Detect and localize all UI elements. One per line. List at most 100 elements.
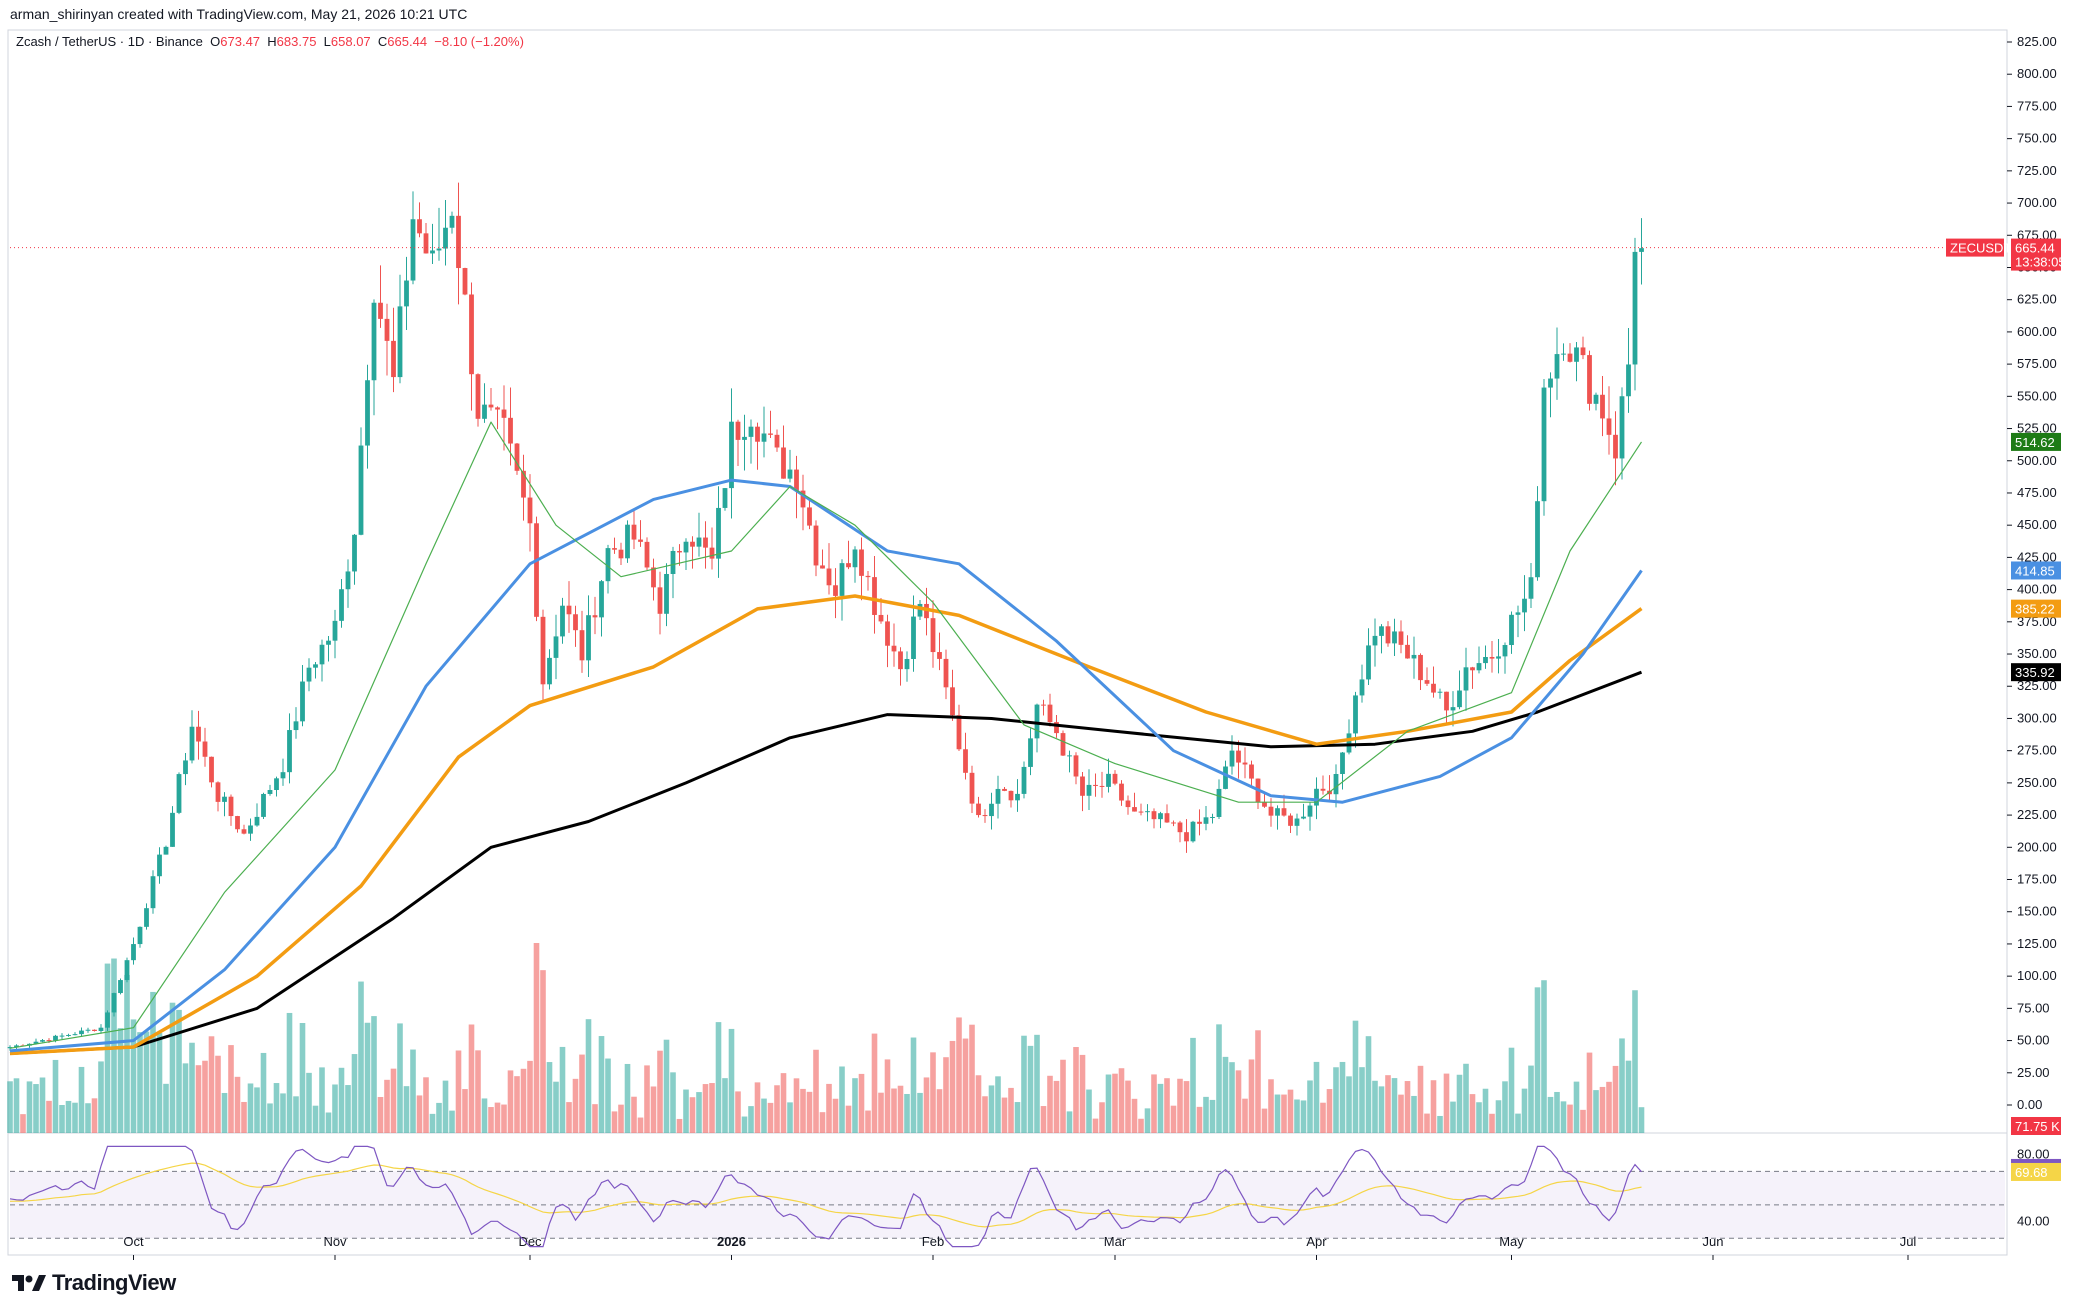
volume-bar xyxy=(1424,1113,1430,1133)
volume-bar xyxy=(1456,1074,1463,1133)
volume-bar xyxy=(377,1096,384,1133)
volume-bar xyxy=(1177,1078,1183,1133)
candle-body xyxy=(1223,766,1228,789)
candle-body xyxy=(1574,347,1579,362)
price-tag-value: 665.44 xyxy=(2015,241,2055,256)
volume-bar xyxy=(501,1104,507,1133)
volume-bar xyxy=(670,1072,676,1133)
volume-bar xyxy=(1521,1088,1528,1133)
volume-bar xyxy=(1229,1062,1235,1133)
price-tag-value: 385.22 xyxy=(2015,602,2055,617)
candle-body xyxy=(53,1035,58,1041)
volume-bar xyxy=(975,1075,982,1133)
candle-body xyxy=(1418,654,1423,681)
volume-bar xyxy=(52,1059,59,1133)
candle-body xyxy=(1476,663,1482,671)
volume-bar xyxy=(202,1060,208,1133)
volume-bar xyxy=(1469,1094,1476,1133)
candle-body xyxy=(722,488,728,508)
volume-bar xyxy=(657,1050,663,1133)
volume-bar xyxy=(689,1097,696,1133)
candle-body xyxy=(1294,818,1300,826)
candle-body xyxy=(501,409,507,418)
candle-body xyxy=(917,603,923,617)
volume-bar xyxy=(195,1065,202,1133)
volume-bar xyxy=(1203,1096,1209,1133)
candle-body xyxy=(1132,807,1137,812)
candle-body xyxy=(787,469,793,479)
y-tick-label: 425.00 xyxy=(2017,549,2057,564)
volume-bar xyxy=(683,1089,689,1133)
y-tick-label: 200.00 xyxy=(2017,839,2057,854)
candle-body xyxy=(521,470,526,498)
volume-bar xyxy=(1047,1075,1053,1133)
candle-body xyxy=(66,1034,71,1036)
volume-bar xyxy=(234,1076,241,1133)
volume-bar xyxy=(663,1039,670,1133)
rsi-band xyxy=(10,1171,2005,1239)
candle-body xyxy=(1216,788,1222,817)
candle-body xyxy=(677,550,682,553)
candle-body xyxy=(566,605,572,615)
y-tick-label: 325.00 xyxy=(2017,678,2057,693)
volume-bar xyxy=(969,1024,975,1133)
candle-body xyxy=(1483,656,1488,664)
candle-body xyxy=(482,404,487,419)
candle-body xyxy=(1489,656,1495,659)
volume-bar xyxy=(878,1092,884,1133)
candle-body xyxy=(319,644,325,665)
price-tag xyxy=(2011,238,2061,271)
volume-bar xyxy=(1183,1081,1190,1133)
candle-body xyxy=(846,563,851,568)
volume-bar xyxy=(1131,1098,1138,1133)
volume-bar xyxy=(644,1065,650,1133)
volume-bar xyxy=(1515,1113,1521,1133)
volume-bar xyxy=(1125,1080,1131,1133)
volume-bar xyxy=(624,1063,631,1133)
volume-bar xyxy=(1274,1094,1281,1133)
price-tag xyxy=(2011,663,2061,682)
volume-bar xyxy=(332,1084,338,1133)
volume-bar xyxy=(988,1085,995,1133)
candle-body xyxy=(436,248,442,251)
candle-body xyxy=(137,926,143,945)
candle-body xyxy=(313,664,318,668)
price-tag-value: 69.68 xyxy=(2015,1165,2048,1180)
volume-bar xyxy=(91,1098,98,1133)
candle-body xyxy=(1554,354,1560,379)
y-tick-label: 150.00 xyxy=(2017,904,2057,919)
candle-body xyxy=(1437,691,1443,693)
volume-bar xyxy=(1235,1070,1242,1133)
volume-bar xyxy=(585,1019,592,1133)
candle-body xyxy=(1060,733,1066,756)
legend-close-label: C xyxy=(377,34,388,49)
candle-body xyxy=(943,658,949,688)
chart-frame xyxy=(7,29,2008,1256)
candle-body xyxy=(865,575,871,578)
volume-bar xyxy=(1599,1086,1606,1133)
rsi-line xyxy=(9,1145,1642,1248)
volume-bar xyxy=(702,1084,709,1133)
volume-bar xyxy=(735,1091,741,1133)
volume-bar xyxy=(364,1022,371,1133)
volume-bar xyxy=(72,1102,78,1133)
candle-body xyxy=(202,741,208,757)
y-tick-label: 600.00 xyxy=(2017,324,2057,339)
volume-bar xyxy=(1632,990,1638,1133)
candle-body xyxy=(1405,644,1410,659)
candle-body xyxy=(300,681,305,722)
volume-bar xyxy=(1476,1102,1482,1133)
tradingview-logo[interactable]: TradingView xyxy=(12,1270,176,1296)
candle-body xyxy=(1047,704,1053,723)
y-tick-label: 300.00 xyxy=(2017,710,2057,725)
price-tag-value: 514.62 xyxy=(2015,435,2055,450)
candle-body xyxy=(1320,788,1326,791)
legend-open: 673.47 xyxy=(220,34,261,49)
volume-bar xyxy=(858,1073,865,1133)
candle-body xyxy=(183,760,188,775)
volume-bar xyxy=(358,981,364,1133)
volume-bar xyxy=(1372,1080,1378,1133)
volume-bar xyxy=(1638,1107,1645,1133)
y-tick-label: 825.00 xyxy=(2017,34,2057,49)
